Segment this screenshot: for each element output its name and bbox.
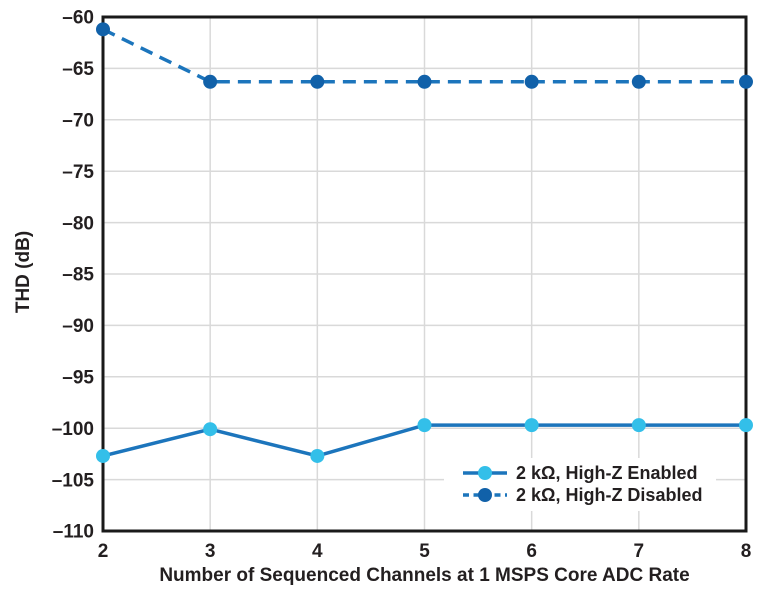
svg-text:3: 3 <box>205 541 216 562</box>
svg-text:–90: –90 <box>62 316 94 337</box>
svg-text:–95: –95 <box>62 367 94 388</box>
legend-label-disabled: 2 kΩ, High-Z Disabled <box>516 484 703 505</box>
svg-text:4: 4 <box>312 541 323 562</box>
svg-text:2: 2 <box>98 541 109 562</box>
legend-swatch-enabled-icon <box>463 466 507 480</box>
legend: 2 kΩ, High-Z Enabled 2 kΩ, High-Z Disabl… <box>444 458 717 511</box>
legend-label-enabled: 2 kΩ, High-Z Enabled <box>516 462 698 483</box>
svg-text:–60: –60 <box>62 8 94 29</box>
x-axis-title: Number of Sequenced Channels at 1 MSPS C… <box>159 565 690 586</box>
svg-text:–75: –75 <box>62 162 94 183</box>
svg-text:7: 7 <box>634 541 645 562</box>
legend-swatch-disabled-icon <box>463 488 507 502</box>
svg-text:–70: –70 <box>62 110 94 131</box>
svg-text:–110: –110 <box>53 522 94 543</box>
svg-text:–105: –105 <box>52 470 95 491</box>
svg-text:–85: –85 <box>62 265 94 286</box>
svg-text:8: 8 <box>741 541 752 562</box>
svg-text:6: 6 <box>526 541 537 562</box>
legend-item-highz-disabled: 2 kΩ, High-Z Disabled <box>462 484 702 506</box>
svg-text:–100: –100 <box>52 419 94 440</box>
svg-text:–80: –80 <box>62 213 94 234</box>
svg-text:5: 5 <box>419 541 430 562</box>
svg-text:–65: –65 <box>62 59 94 80</box>
legend-item-highz-enabled: 2 kΩ, High-Z Enabled <box>462 462 702 484</box>
